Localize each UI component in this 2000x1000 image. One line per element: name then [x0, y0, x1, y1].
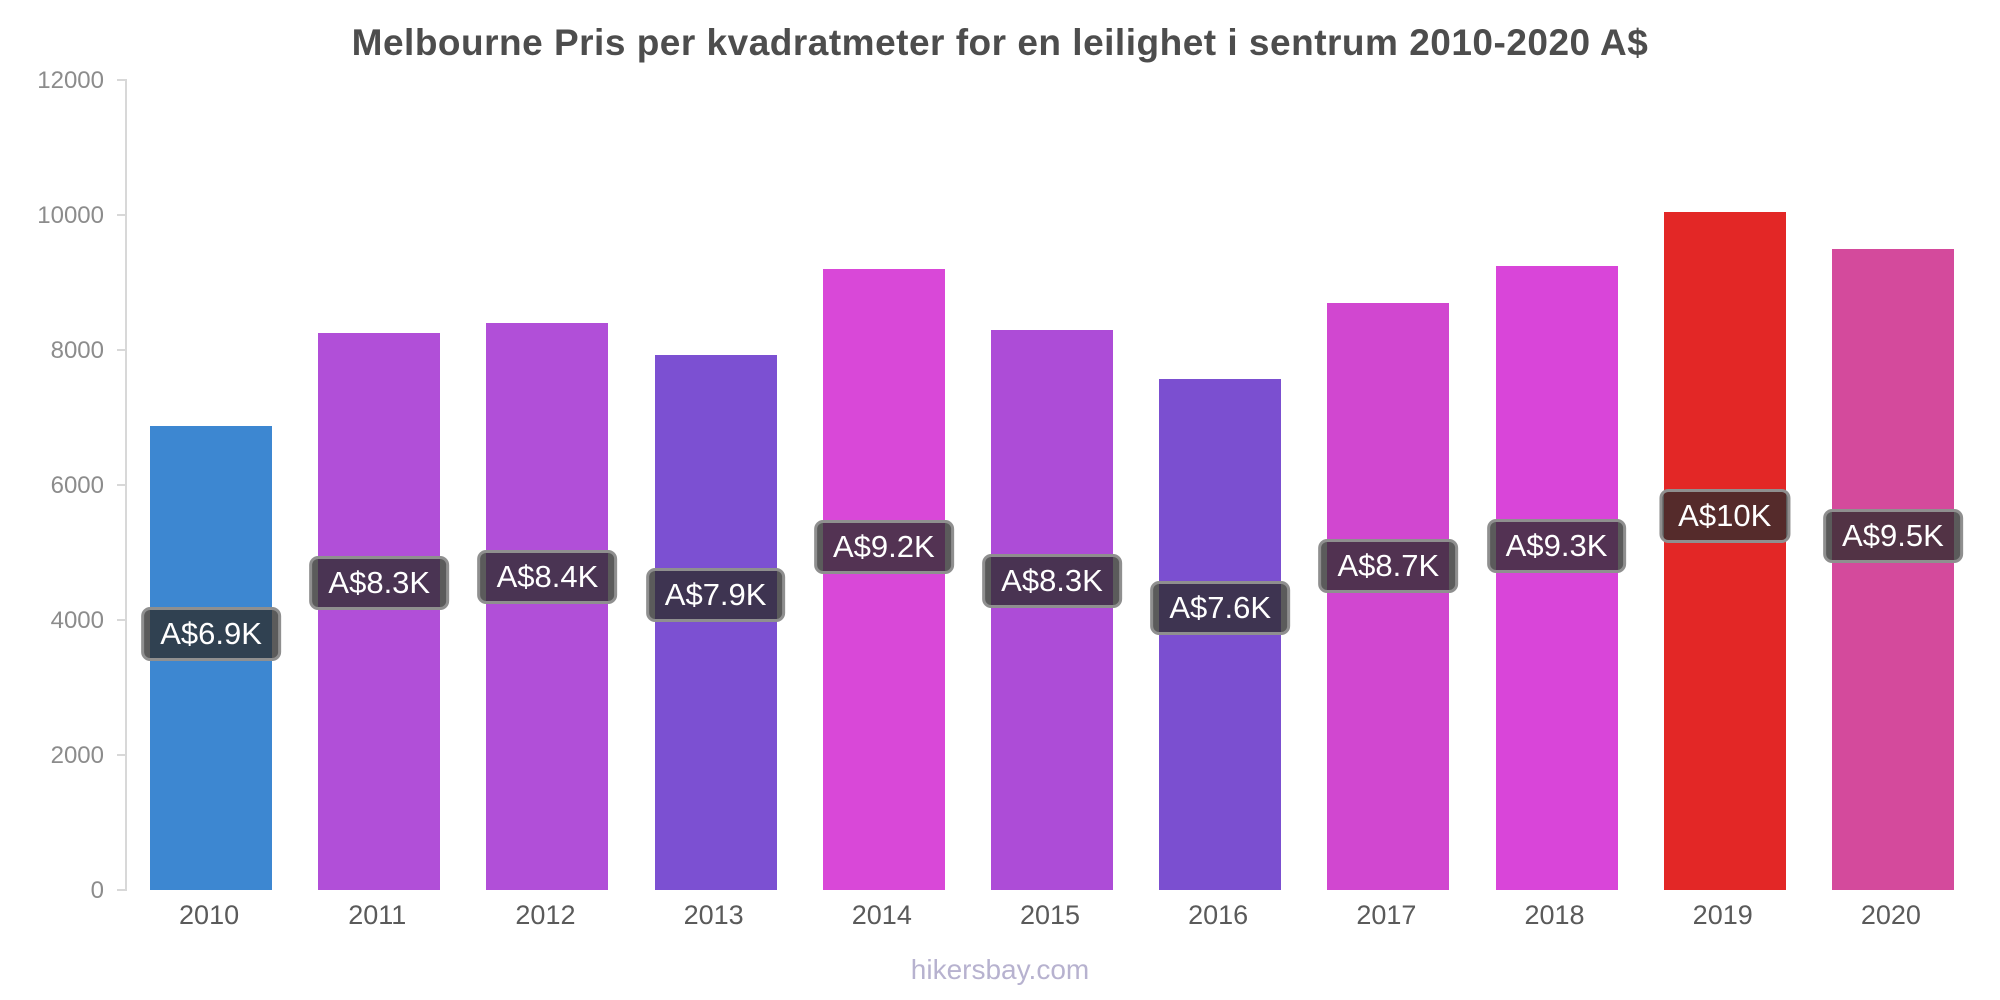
x-axis-label-2013: 2013 [683, 900, 744, 930]
bar-value-label-2018: A$9.3K [1486, 518, 1627, 573]
bar-value-label-2010: A$6.9K [141, 606, 281, 661]
bar-2017 [1327, 302, 1450, 890]
bar-value-label-2016: A$7.6K [1150, 580, 1291, 635]
x-axis-label-2011: 2011 [348, 900, 407, 930]
y-tick-label: 12000 [37, 67, 104, 94]
bar-value-label-2014: A$9.2K [813, 520, 954, 575]
x-axis-label-2016: 2016 [1188, 900, 1249, 930]
x-axis-label-2019: 2019 [1692, 900, 1753, 930]
bar-2011 [318, 333, 441, 890]
bar-2019 [1663, 211, 1786, 890]
bar-2018 [1495, 265, 1618, 890]
x-axis-label-2014: 2014 [851, 900, 912, 930]
chart-title: Melbourne Pris per kvadratmeter for en l… [351, 22, 1649, 63]
y-tick-mark [117, 79, 127, 81]
y-axis: 0 2000 4000 6000 8000 10000 12000 [0, 67, 112, 904]
x-axis-label-2015: 2015 [1019, 900, 1081, 930]
x-axis-label-2010: 2010 [179, 900, 240, 930]
bar-2020 [1831, 248, 1954, 890]
watermark: hikersbay.com [910, 954, 1090, 985]
bar-value-label-2017: A$8.7K [1318, 539, 1459, 594]
y-tick-mark [117, 349, 127, 351]
y-tick-mark [117, 214, 127, 216]
bar-2015 [991, 329, 1113, 890]
y-tick-mark [117, 619, 127, 621]
bar-value-label-2019: A$10K [1659, 488, 1791, 543]
bar-2012 [486, 323, 609, 890]
x-axis-label-2020: 2020 [1860, 900, 1921, 930]
y-tick-mark [117, 889, 127, 891]
bar-value-label-2011: A$8.3K [309, 555, 450, 610]
bar-value-label-2015: A$8.3K [982, 553, 1122, 608]
bar-2013 [654, 355, 777, 890]
bar-value-label-2012: A$8.4K [477, 550, 618, 605]
x-axis: 2010 2011 2012 2013 2014 2015 2016 2017 2018 2019… [125, 900, 1975, 940]
x-axis-label-2017: 2017 [1356, 900, 1417, 930]
x-axis-label-2012: 2012 [515, 900, 576, 930]
y-tick-mark [117, 484, 127, 486]
y-tick-label: 10000 [37, 202, 104, 229]
y-tick-mark [117, 754, 127, 756]
y-tick-label: 8000 [50, 337, 104, 364]
y-tick-label: 6000 [50, 472, 104, 499]
bar-2014 [822, 269, 945, 890]
y-tick-label: 0 [90, 877, 104, 904]
x-axis-label-2018: 2018 [1524, 900, 1585, 930]
y-tick-label: 4000 [50, 607, 104, 634]
y-tick-label: 2000 [50, 742, 104, 769]
bar-value-label-2013: A$7.9K [645, 567, 786, 622]
bar-value-label-2020: A$9.5K [1823, 509, 1963, 564]
plot-area: A$6.9K A$8.3K A$8.4K A$7.9K A$9.2K A$8.3K A$7.… [117, 79, 1977, 891]
